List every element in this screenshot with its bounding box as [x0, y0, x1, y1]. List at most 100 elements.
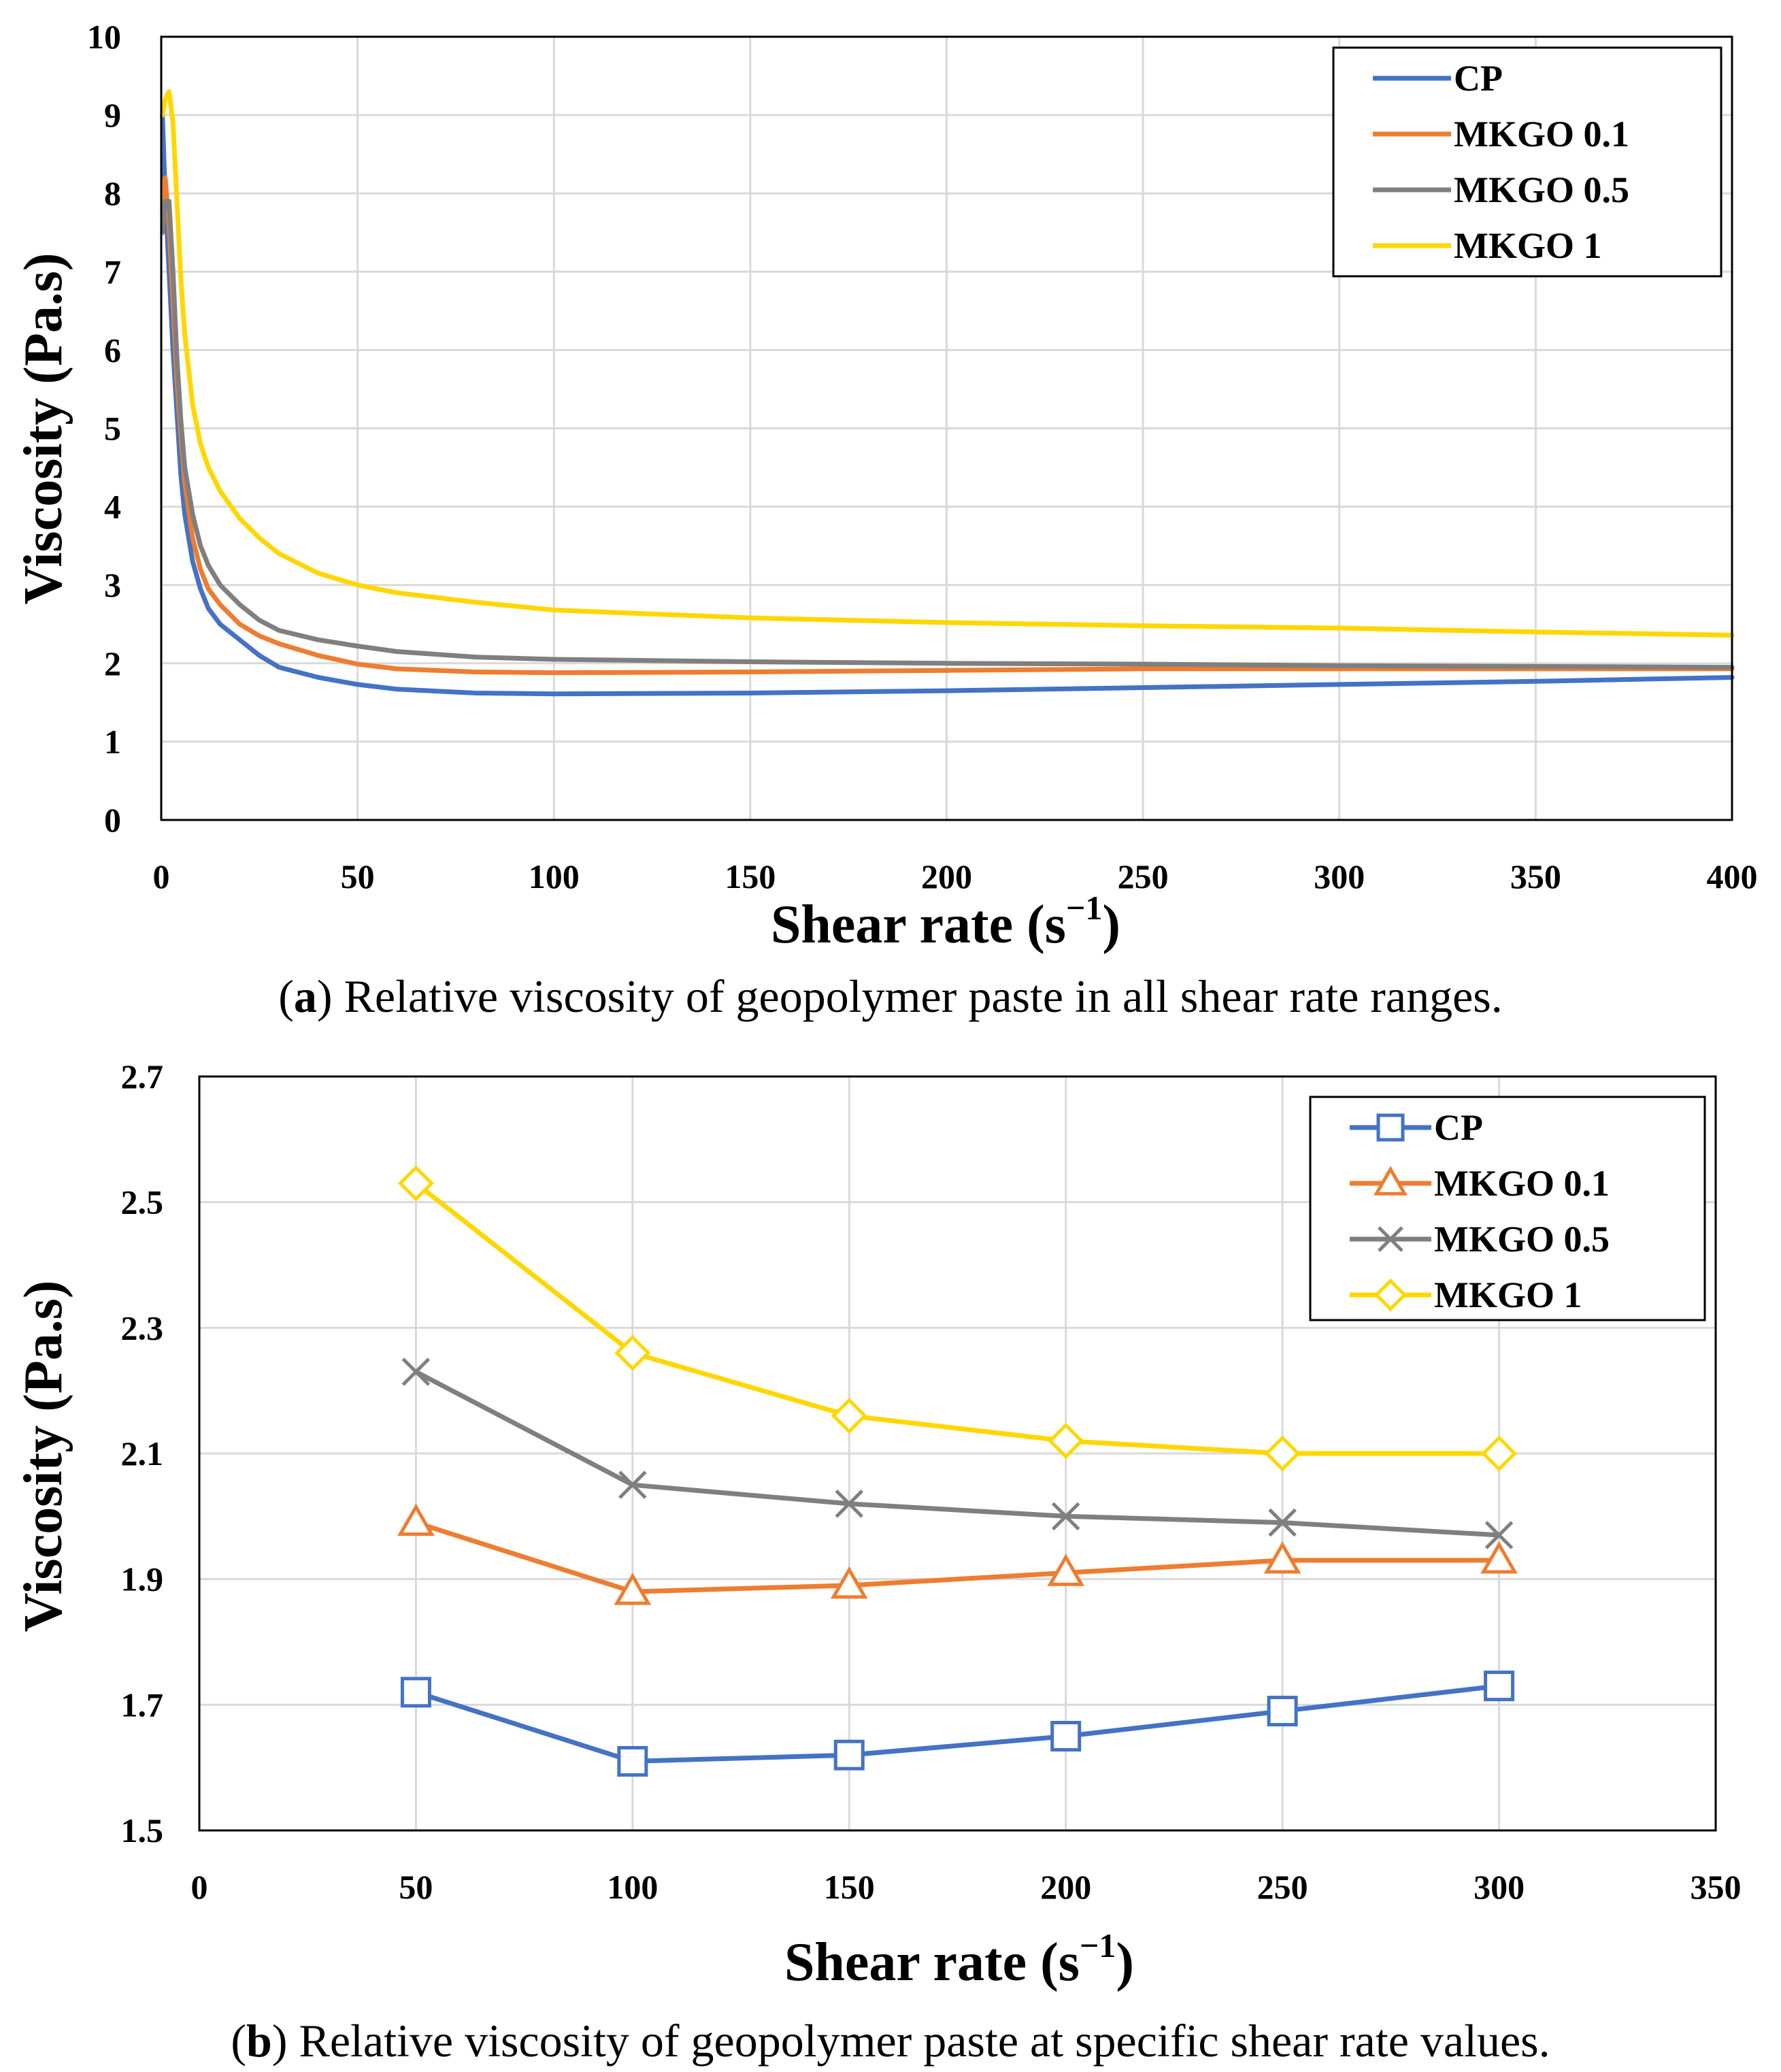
caption-a-text: Relative viscosity of geopolymer paste i…	[344, 970, 1503, 1022]
chart-b-point	[400, 1677, 431, 1708]
chart-a-xlabel: Shear rate (s−1)	[771, 889, 1120, 955]
chart-a-xtick-label: 100	[529, 857, 580, 895]
chart-b-legend-marker	[1373, 1166, 1408, 1196]
chart-b-point	[833, 1739, 865, 1771]
chart-b-xtick-label: 350	[1691, 1868, 1742, 1906]
chart-b-point	[831, 1398, 867, 1434]
chart-b-point	[1480, 1541, 1518, 1574]
chart-a-xtick-label: 0	[153, 857, 170, 895]
chart-b-point	[614, 1334, 651, 1371]
chart-a-line-3	[160, 89, 1735, 638]
chart-b-legend-label: CP	[1434, 1107, 1483, 1148]
chart-a-xtick-label: 50	[341, 857, 375, 895]
chart-a-ytick-label: 9	[104, 96, 121, 134]
chart-b-point	[617, 1745, 648, 1777]
chart-b-line-0	[413, 1683, 1502, 1764]
chart-b-point	[1051, 1502, 1080, 1531]
caption-b-label: b	[246, 2015, 272, 2067]
chart-b-ytick-label: 2.5	[121, 1183, 164, 1221]
chart-a-ytick-label: 1	[104, 723, 121, 761]
chart-a: 0 50 100 150 200 250 300 350 400 0 1 2 3 4 5 6 7 8 9 10 Shea…	[14, 18, 1758, 955]
chart-b-point	[1484, 1521, 1514, 1549]
chart-b-point	[1050, 1721, 1082, 1752]
chart-a-xtick-label: 150	[725, 857, 776, 895]
chart-a-series-2	[160, 199, 1735, 670]
chart-b-point	[397, 1165, 434, 1202]
caption-a-label: a	[293, 970, 317, 1022]
chart-b-legend-label: MKGO 0.1	[1434, 1163, 1610, 1204]
chart-b-point	[397, 1503, 435, 1536]
chart-b-xtick-label: 300	[1474, 1868, 1525, 1906]
chart-b-ytick-label: 1.7	[121, 1685, 164, 1724]
chart-b: 0 50 100 150 200 250 300 350 1.5 1.7 1.9 2.1 2.3 2.5 2…	[14, 1057, 1742, 1992]
chart-b-legend-label: MKGO 0.5	[1434, 1219, 1610, 1260]
chart-a-ytick-label: 7	[104, 252, 121, 291]
chart-a-legend-box	[1332, 46, 1722, 278]
chart-a-ytick-label: 0	[104, 801, 121, 839]
chart-a-xtick-label: 300	[1314, 857, 1365, 895]
chart-b-xtick-label: 150	[824, 1868, 875, 1906]
chart-b-legend-marker	[1378, 1226, 1403, 1252]
chart-b-series-2	[401, 1358, 1514, 1549]
caption-a: (a) Relative viscosity of geopolymer pas…	[278, 970, 1503, 1022]
chart-a-legend-label: MKGO 0.5	[1454, 169, 1629, 210]
chart-b-xlabel: Shear rate (s−1)	[784, 1926, 1134, 1992]
chart-b-xtick-label: 0	[191, 1868, 208, 1906]
chart-b-point	[1048, 1422, 1084, 1460]
chart-a-ytick-label: 10	[87, 18, 121, 56]
chart-b-point	[1047, 1553, 1085, 1586]
chart-b-ytick-label: 2.7	[121, 1057, 164, 1096]
chart-b-legend-marker	[1374, 1278, 1408, 1312]
chart-a-xtick-label: 250	[1118, 857, 1169, 895]
caption-b-text: Relative viscosity of geopolymer paste a…	[299, 2015, 1550, 2067]
chart-b-plot-frame	[198, 1075, 1717, 1832]
chart-a-line-2	[160, 199, 1735, 670]
chart-b-legend: CP MKGO 0.1 MKGO 0.5 MKGO 1	[1309, 1096, 1706, 1321]
chart-b-point	[1484, 1671, 1515, 1702]
chart-b-ytick-label: 2.3	[121, 1309, 164, 1347]
chart-b-point	[401, 1358, 431, 1386]
chart-b-legend-label: MKGO 1	[1434, 1275, 1582, 1315]
chart-b-point	[614, 1573, 652, 1605]
chart-a-legend-label: CP	[1454, 58, 1503, 99]
chart-b-legend-box	[1309, 1096, 1706, 1321]
chart-b-point	[1263, 1541, 1301, 1574]
chart-b-ytick-label: 2.1	[121, 1434, 164, 1473]
chart-a-ytick-label: 6	[104, 331, 121, 369]
chart-b-xtick-label: 100	[607, 1868, 658, 1906]
chart-a-legend-label: MKGO 1	[1454, 225, 1601, 266]
chart-a-legend-label: MKGO 0.1	[1454, 114, 1629, 154]
chart-a-plot-frame	[160, 35, 1733, 821]
chart-b-point	[618, 1470, 647, 1499]
chart-b-ylabel: Viscosity (Pa.s)	[14, 1281, 73, 1632]
chart-b-xtick-label: 200	[1040, 1868, 1091, 1906]
chart-a-series-3	[160, 89, 1735, 638]
chart-a-ytick-label: 5	[104, 410, 121, 448]
chart-b-point	[830, 1566, 868, 1599]
chart-b-series-1	[397, 1503, 1518, 1605]
chart-b-line-2	[413, 1369, 1502, 1538]
chart-b-point	[1267, 1696, 1298, 1727]
chart-b-ytick-label: 1.9	[121, 1560, 164, 1598]
caption-b: (b) Relative viscosity of geopolymer pas…	[231, 2015, 1550, 2067]
chart-a-xtick-label: 200	[921, 857, 972, 895]
chart-b-point	[1268, 1508, 1297, 1537]
chart-a-xtick-label: 400	[1707, 857, 1758, 895]
chart-b-point	[1481, 1435, 1518, 1472]
chart-b-line-3	[413, 1181, 1502, 1456]
chart-b-legend-marker	[1376, 1113, 1405, 1142]
chart-a-ytick-label: 8	[104, 174, 121, 212]
chart-b-line-1	[413, 1520, 1502, 1594]
chart-a-ytick-label: 3	[104, 566, 121, 604]
chart-b-point	[1264, 1435, 1301, 1472]
chart-b-point	[835, 1490, 864, 1518]
chart-a-legend: CP MKGO 0.1 MKGO 0.5 MKGO 1	[1332, 46, 1722, 278]
chart-a-ylabel: Viscosity (Pa.s)	[14, 253, 73, 605]
chart-b-series-3	[397, 1165, 1518, 1472]
chart-a-ytick-label: 2	[104, 644, 121, 683]
chart-b-xtick-label: 250	[1257, 1868, 1308, 1906]
chart-b-series-0	[400, 1671, 1515, 1777]
chart-b-xtick-label: 50	[399, 1868, 433, 1906]
chart-b-ytick-label: 1.5	[121, 1811, 164, 1849]
